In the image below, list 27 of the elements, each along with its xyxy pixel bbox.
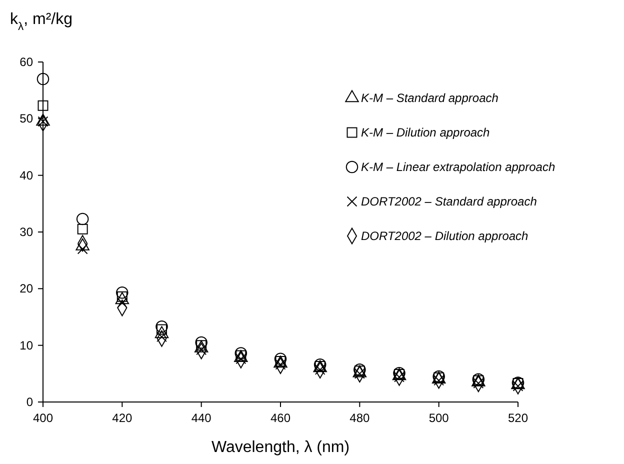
point bbox=[116, 286, 128, 299]
y-tick-label: 60 bbox=[20, 55, 34, 69]
legend-label: K-M – Linear extrapolation approach bbox=[361, 160, 556, 174]
x-tick-label: 480 bbox=[350, 411, 370, 425]
point bbox=[38, 100, 48, 111]
y-tick-label: 10 bbox=[20, 338, 34, 352]
x-tick-label: 500 bbox=[428, 411, 450, 425]
x-tick-label: 460 bbox=[270, 411, 291, 425]
y-tick-label: 20 bbox=[20, 282, 34, 296]
y-tick-label: 0 bbox=[26, 395, 34, 409]
point bbox=[76, 212, 89, 226]
point bbox=[36, 72, 50, 86]
y-tick-label: 30 bbox=[20, 225, 34, 239]
legend-label: K-M – Standard approach bbox=[361, 91, 499, 105]
x-tick-label: 520 bbox=[508, 411, 528, 425]
x-tick-label: 400 bbox=[32, 411, 54, 425]
legend-label: K-M – Dilution approach bbox=[361, 126, 490, 140]
y-axis-title: k$_{λ}$, m²/kg bbox=[10, 11, 72, 33]
legend-label: DORT2002 – Dilution approach bbox=[361, 229, 529, 243]
x-tick-label: 440 bbox=[191, 411, 212, 425]
y-tick-label: 40 bbox=[20, 168, 34, 182]
point bbox=[77, 224, 88, 234]
x-axis-title: Wavelength, λ (nm) bbox=[211, 439, 350, 456]
y-tick-label: 50 bbox=[20, 112, 34, 126]
point bbox=[156, 320, 168, 333]
x-tick-label: 420 bbox=[112, 411, 132, 425]
legend-label: DORT2002 – Standard approach bbox=[361, 194, 538, 208]
